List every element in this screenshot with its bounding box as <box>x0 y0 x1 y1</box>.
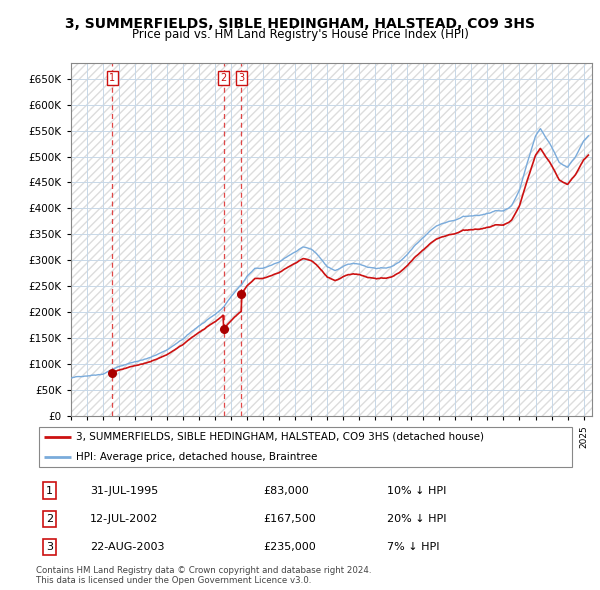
Text: 10% ↓ HPI: 10% ↓ HPI <box>387 486 446 496</box>
Text: £235,000: £235,000 <box>263 542 316 552</box>
Text: 31-JUL-1995: 31-JUL-1995 <box>90 486 158 496</box>
FancyBboxPatch shape <box>39 427 572 467</box>
Text: HPI: Average price, detached house, Braintree: HPI: Average price, detached house, Brai… <box>77 452 318 462</box>
Text: 3: 3 <box>238 73 244 83</box>
Text: 22-AUG-2003: 22-AUG-2003 <box>90 542 164 552</box>
Text: 1: 1 <box>109 73 115 83</box>
Text: £167,500: £167,500 <box>263 514 316 524</box>
Text: 3: 3 <box>46 542 53 552</box>
Text: 1: 1 <box>46 486 53 496</box>
Text: 3, SUMMERFIELDS, SIBLE HEDINGHAM, HALSTEAD, CO9 3HS: 3, SUMMERFIELDS, SIBLE HEDINGHAM, HALSTE… <box>65 17 535 31</box>
Text: 20% ↓ HPI: 20% ↓ HPI <box>387 514 446 524</box>
Text: 2: 2 <box>46 514 53 524</box>
Text: Contains HM Land Registry data © Crown copyright and database right 2024.
This d: Contains HM Land Registry data © Crown c… <box>36 566 371 585</box>
Text: 2: 2 <box>220 73 227 83</box>
Text: 3, SUMMERFIELDS, SIBLE HEDINGHAM, HALSTEAD, CO9 3HS (detached house): 3, SUMMERFIELDS, SIBLE HEDINGHAM, HALSTE… <box>77 432 485 442</box>
Text: Price paid vs. HM Land Registry's House Price Index (HPI): Price paid vs. HM Land Registry's House … <box>131 28 469 41</box>
Text: £83,000: £83,000 <box>263 486 308 496</box>
Text: 12-JUL-2002: 12-JUL-2002 <box>90 514 158 524</box>
Text: 7% ↓ HPI: 7% ↓ HPI <box>387 542 439 552</box>
